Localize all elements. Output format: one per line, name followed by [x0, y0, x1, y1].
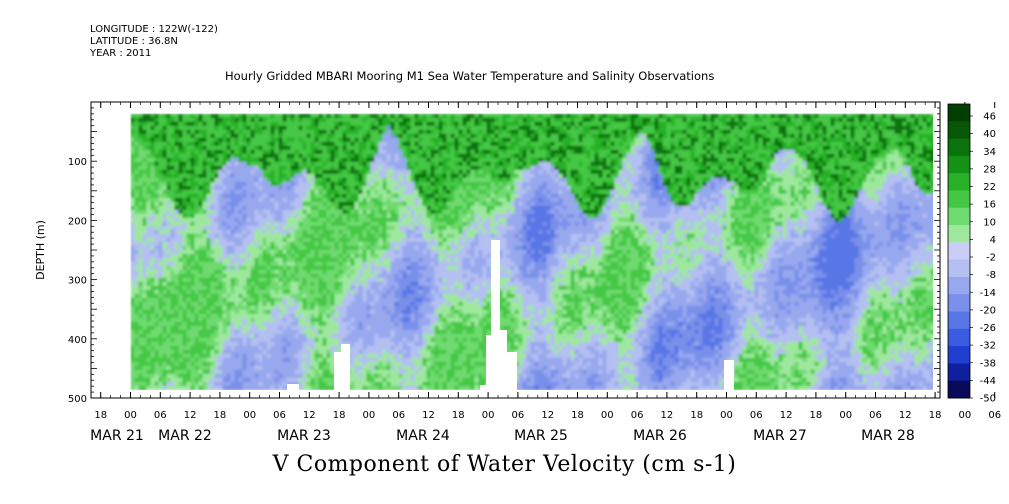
x-hour-tick-label: 18	[571, 410, 584, 421]
year-label: YEAR : 2011	[90, 48, 152, 59]
x-hour-tick-label: 18	[94, 410, 107, 421]
chart-title: Hourly Gridded MBARI Mooring M1 Sea Wate…	[225, 69, 715, 83]
colorbar-swatch	[948, 328, 970, 347]
x-hour-tick-label: 18	[690, 410, 703, 421]
colorbar-label: 40	[983, 129, 996, 140]
y-tick-label: 500	[68, 394, 87, 405]
gap-region	[724, 360, 734, 390]
y-tick-label: 200	[68, 216, 87, 227]
heatmap-field	[130, 113, 933, 390]
gap-region	[480, 240, 517, 390]
x-hour-tick-label: 12	[422, 410, 435, 421]
x-date-label: MAR 27	[753, 428, 807, 444]
x-hour-tick-label: 18	[452, 410, 465, 421]
x-date-label: MAR 21	[90, 428, 144, 444]
x-hour-tick-label: 12	[184, 410, 197, 421]
x-date-label: MAR 23	[277, 428, 331, 444]
y-tick-label: 100	[68, 157, 87, 168]
colorbar-label: -2	[986, 253, 996, 264]
x-hour-tick-label: 12	[541, 410, 554, 421]
colorbar-swatch	[948, 121, 970, 140]
x-date-label: MAR 28	[861, 428, 915, 444]
colorbar-swatch	[948, 346, 970, 364]
colorbar-swatch	[948, 380, 970, 399]
latitude-label: LATITUDE : 36.8N	[90, 36, 178, 47]
missing-data-gaps	[287, 240, 734, 390]
x-date-label: MAR 22	[158, 428, 212, 444]
colorbar-label: 46	[983, 112, 996, 123]
gap-region	[287, 384, 299, 390]
colorbar-swatch	[948, 259, 970, 278]
colorbar-swatch	[948, 207, 970, 226]
colorbar-swatch	[948, 242, 970, 261]
x-hour-tick-label: 06	[750, 410, 763, 421]
x-hour-tick-label: 06	[392, 410, 405, 421]
colorbar-label: 16	[983, 200, 996, 211]
colorbar-swatch	[948, 294, 970, 313]
x-hour-tick-label: 06	[154, 410, 167, 421]
colorbar-label: 10	[983, 217, 996, 228]
x-hour-tick-label: 00	[720, 410, 733, 421]
metadata-block: LONGITUDE : 122W(-122) LATITUDE : 36.8N …	[90, 24, 218, 60]
x-hour-tick-label: 06	[869, 410, 882, 421]
colorbar-swatch	[948, 138, 970, 157]
colorbar-swatch	[948, 104, 970, 122]
x-hour-tick-label: 00	[363, 410, 376, 421]
x-hour-tick-label: 06	[512, 410, 525, 421]
variable-title: V Component of Water Velocity (cm s-1)	[272, 452, 737, 477]
y-axis-label: DEPTH (m)	[34, 220, 47, 280]
x-hour-tick-label: 06	[988, 410, 1001, 421]
colorbar-swatch	[948, 276, 970, 295]
x-hour-tick-label: 12	[899, 410, 912, 421]
colorbar-label: -14	[980, 288, 996, 299]
colorbar-label: -26	[980, 323, 996, 334]
x-hour-tick-label: 00	[839, 410, 852, 421]
colorbar-label: 22	[983, 182, 996, 193]
x-date-label: MAR 24	[396, 428, 450, 444]
x-date-label: MAR 26	[633, 428, 687, 444]
x-hour-tick-label: 06	[273, 410, 286, 421]
x-hour-tick-label: 06	[631, 410, 644, 421]
colorbar-swatch	[948, 173, 970, 191]
colorbar-label: 4	[990, 235, 996, 246]
colorbar-label: 28	[983, 164, 996, 175]
colorbar-swatch	[948, 311, 970, 330]
gap-region	[334, 344, 350, 390]
x-hour-tick-label: 00	[601, 410, 614, 421]
x-hour-tick-label: 00	[482, 410, 495, 421]
colorbar-label: -8	[986, 270, 996, 281]
y-tick-label: 300	[68, 276, 87, 287]
x-date-label: MAR 25	[514, 428, 568, 444]
x-hour-tick-label: 12	[780, 410, 793, 421]
x-hour-tick-label: 18	[810, 410, 823, 421]
y-tick-label: 400	[68, 335, 87, 346]
x-hour-tick-label: 00	[124, 410, 137, 421]
colorbar-swatch	[948, 363, 970, 382]
colorbar-swatch	[948, 155, 970, 174]
colorbar-label: -50	[980, 394, 996, 405]
x-hour-tick-label: 12	[661, 410, 674, 421]
axes: 18 00 06 12 18 00 06 12 18 00 06 12 18 00 06 12 18 00 06 12…	[34, 101, 1001, 444]
colorbar-label: -20	[980, 305, 996, 316]
colorbar-label: -44	[980, 376, 996, 387]
x-hour-tick-label: 12	[303, 410, 316, 421]
colorbar-label: -38	[980, 358, 996, 369]
colorbar-label: 34	[983, 147, 996, 158]
colorbar-label: -32	[980, 341, 996, 352]
x-hour-tick-label: 18	[929, 410, 942, 421]
x-hour-tick-label: 18	[333, 410, 346, 421]
x-hour-tick-label: 00	[243, 410, 256, 421]
colorbar: 46 40 34 28 22 16 10 4 -2 -8 -14 -20 -26 -32 -38 -44 -50	[947, 103, 996, 405]
longitude-label: LONGITUDE : 122W(-122)	[90, 24, 218, 35]
colorbar-border	[947, 103, 971, 399]
colorbar-swatch	[948, 225, 970, 243]
x-hour-tick-label: 18	[214, 410, 227, 421]
x-hour-tick-label: 00	[959, 410, 972, 421]
colorbar-swatch	[948, 190, 970, 209]
